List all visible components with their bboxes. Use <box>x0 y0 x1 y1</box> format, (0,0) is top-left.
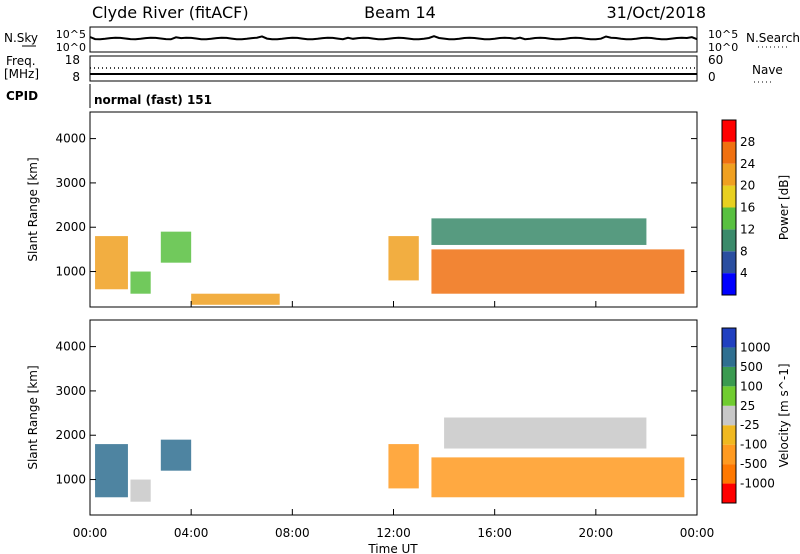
colorbar-tick-label: 500 <box>740 360 763 374</box>
time-tick-label: 16:00 <box>477 526 512 540</box>
colorbar-tick-label: 100 <box>740 379 763 393</box>
colorbar-tick-label: -1000 <box>740 477 775 491</box>
power-colorbar-label: Power [dB] <box>777 175 791 240</box>
noise-left-tick-high: 10^5 <box>56 28 86 41</box>
colorbar-swatch <box>722 185 736 208</box>
noise-left-tick-low: 10^0 <box>56 41 86 54</box>
colorbar-swatch <box>722 464 736 484</box>
y-tick-label: 3000 <box>55 384 86 398</box>
power-ylabel: Slant Range [km] <box>26 157 40 261</box>
colorbar-swatch <box>722 229 736 252</box>
freq-tick-high: 18 <box>65 53 80 67</box>
noise-trace <box>89 35 698 41</box>
colorbar-swatch <box>722 141 736 164</box>
colorbar-swatch <box>722 366 736 387</box>
y-tick-label: 3000 <box>55 176 86 190</box>
colorbar-swatch <box>722 444 736 465</box>
velocity-echo-region-3 <box>388 444 419 489</box>
colorbar-tick-label: 20 <box>740 179 755 193</box>
colorbar-swatch <box>722 120 736 142</box>
noise-left-label: N.Sky <box>4 31 38 45</box>
colorbar-swatch <box>722 386 736 406</box>
colorbar-tick-label: 24 <box>740 157 755 171</box>
colorbar-tick-label: 4 <box>740 266 748 280</box>
colorbar-swatch <box>722 425 736 445</box>
colorbar-tick-label: 16 <box>740 201 755 215</box>
power-echo-region-4 <box>388 236 419 281</box>
nave-tick-low: 0 <box>708 70 716 84</box>
colorbar-swatch <box>722 347 736 367</box>
colorbar-frame <box>721 327 737 504</box>
y-tick-label: 4000 <box>55 132 86 146</box>
date-title: 31/Oct/2018 <box>606 3 706 22</box>
beam-title: Beam 14 <box>364 3 436 22</box>
velocity-colorbar-label: Velocity [m s^-1] <box>777 363 791 467</box>
velocity-panel: 1000 2000 3000 4000 Slant Range [km] -1000 -50… <box>26 319 791 516</box>
colorbar-swatch <box>722 273 736 295</box>
power-echo-region-6 <box>431 218 647 245</box>
cpid-label: CPID <box>6 89 38 103</box>
nave-label: Nave <box>752 63 783 77</box>
freq-label-line2: [MHz] <box>4 67 39 81</box>
time-tick-label: 00:00 <box>680 526 715 540</box>
colorbar-swatch <box>722 207 736 230</box>
colorbar-swatch <box>722 483 736 503</box>
power-echo-region-0 <box>95 236 128 290</box>
colorbar-tick-label: -500 <box>740 457 767 471</box>
power-echo-region-2 <box>160 231 192 263</box>
colorbar-swatch <box>722 251 736 274</box>
colorbar-swatch <box>722 328 736 348</box>
power-echo-region-3 <box>191 293 280 305</box>
freq-panel-frame <box>89 55 698 82</box>
colorbar-swatch <box>722 405 736 426</box>
y-tick-label: 4000 <box>55 340 86 354</box>
colorbar-tick-label: -100 <box>740 438 767 452</box>
velocity-echo-region-1 <box>160 439 192 471</box>
time-tick-label: 08:00 <box>275 526 310 540</box>
colorbar-tick-label: -25 <box>740 418 760 432</box>
power-panel: 1000 2000 3000 4000 Slant Range [km] 4 8 12 16 20… <box>26 111 791 308</box>
velocity-echo-region-4 <box>431 457 685 498</box>
power-echo-region-1 <box>130 271 151 294</box>
time-axis-label: Time UT <box>367 542 418 554</box>
freq-tick-low: 8 <box>72 70 80 84</box>
time-axis: 00:00 04:00 08:00 12:00 16:00 20:00 00:00 <box>73 301 715 540</box>
noise-right-tick-low: 10^0 <box>708 41 738 54</box>
station-title: Clyde River (fitACF) <box>92 3 249 22</box>
colorbar-tick-label: 12 <box>740 222 755 236</box>
velocity-ylabel: Slant Range [km] <box>26 365 40 469</box>
velocity-echo-region-0 <box>95 444 128 498</box>
velocity-echo-region-5 <box>444 417 647 449</box>
freq-label-line1: Freq. <box>6 54 36 68</box>
noise-right-tick-high: 10^5 <box>708 28 738 41</box>
y-tick-label: 1000 <box>55 473 86 487</box>
time-tick-label: 20:00 <box>579 526 614 540</box>
y-tick-label: 2000 <box>55 428 86 442</box>
velocity-echo-region-2 <box>130 479 151 502</box>
power-echo-region-5 <box>431 249 685 294</box>
y-tick-label: 1000 <box>55 265 86 279</box>
time-tick-label: 00:00 <box>73 526 108 540</box>
colorbar-tick-label: 8 <box>740 244 748 258</box>
noise-panel-frame <box>89 26 698 53</box>
colorbar-frame <box>721 119 737 296</box>
time-tick-label: 04:00 <box>174 526 209 540</box>
nave-tick-high: 60 <box>708 53 723 67</box>
colorbar-tick-label: 1000 <box>740 340 771 354</box>
time-tick-label: 12:00 <box>376 526 411 540</box>
y-tick-label: 2000 <box>55 220 86 234</box>
colorbar-swatch <box>722 163 736 186</box>
noise-right-label: N.Search <box>746 31 800 45</box>
colorbar-tick-label: 25 <box>740 399 755 413</box>
colorbar-tick-label: 28 <box>740 135 755 149</box>
cpid-value: normal (fast) 151 <box>94 93 212 107</box>
